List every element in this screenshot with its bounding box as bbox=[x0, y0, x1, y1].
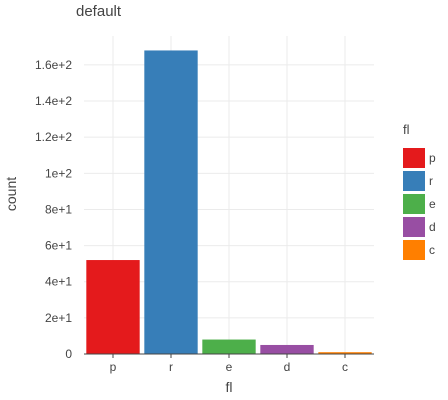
bar-e[interactable] bbox=[202, 339, 256, 354]
legend-label: e bbox=[429, 197, 436, 211]
y-tick-label: 1.6e+2 bbox=[35, 58, 72, 72]
x-tick-label: e bbox=[226, 360, 233, 374]
y-tick-label: 8e+1 bbox=[45, 202, 72, 216]
bar-d[interactable] bbox=[260, 344, 314, 354]
x-tick-label: c bbox=[342, 360, 348, 374]
x-tick-label: p bbox=[110, 360, 117, 374]
y-tick-label: 6e+1 bbox=[45, 239, 72, 253]
y-tick-label: 4e+1 bbox=[45, 275, 72, 289]
y-tick-label: 2e+1 bbox=[45, 311, 72, 325]
legend-swatch-d[interactable] bbox=[403, 217, 425, 237]
legend-label: c bbox=[429, 243, 435, 257]
bar-p[interactable] bbox=[86, 260, 140, 354]
y-tick-label: 1e+2 bbox=[45, 166, 72, 180]
legend-swatch-r[interactable] bbox=[403, 171, 425, 191]
x-tick-label: d bbox=[284, 360, 291, 374]
y-tick-label: 1.2e+2 bbox=[35, 130, 72, 144]
legend-swatch-c[interactable] bbox=[403, 240, 425, 260]
chart-title: default bbox=[76, 3, 122, 20]
legend-title: fl bbox=[403, 122, 410, 137]
bar-r[interactable] bbox=[144, 50, 198, 355]
legend-label: r bbox=[429, 174, 433, 188]
legend-swatch-p[interactable] bbox=[403, 148, 425, 168]
bar-c[interactable] bbox=[318, 352, 372, 354]
legend-swatch-e[interactable] bbox=[403, 194, 425, 214]
y-tick-label: 1.4e+2 bbox=[35, 94, 72, 108]
x-tick-label: r bbox=[169, 360, 173, 374]
legend-label: d bbox=[429, 220, 436, 234]
x-axis-title: fl bbox=[226, 379, 233, 395]
y-tick-label: 0 bbox=[65, 347, 72, 361]
axes: 0 2e+1 4e+1 6e+1 8e+1 1e+2 1.2e+2 1.4e+2 1.6e+2 p… bbox=[35, 58, 374, 374]
legend-label: p bbox=[429, 151, 436, 165]
bars bbox=[86, 50, 372, 355]
y-axis-title: count bbox=[3, 177, 19, 211]
